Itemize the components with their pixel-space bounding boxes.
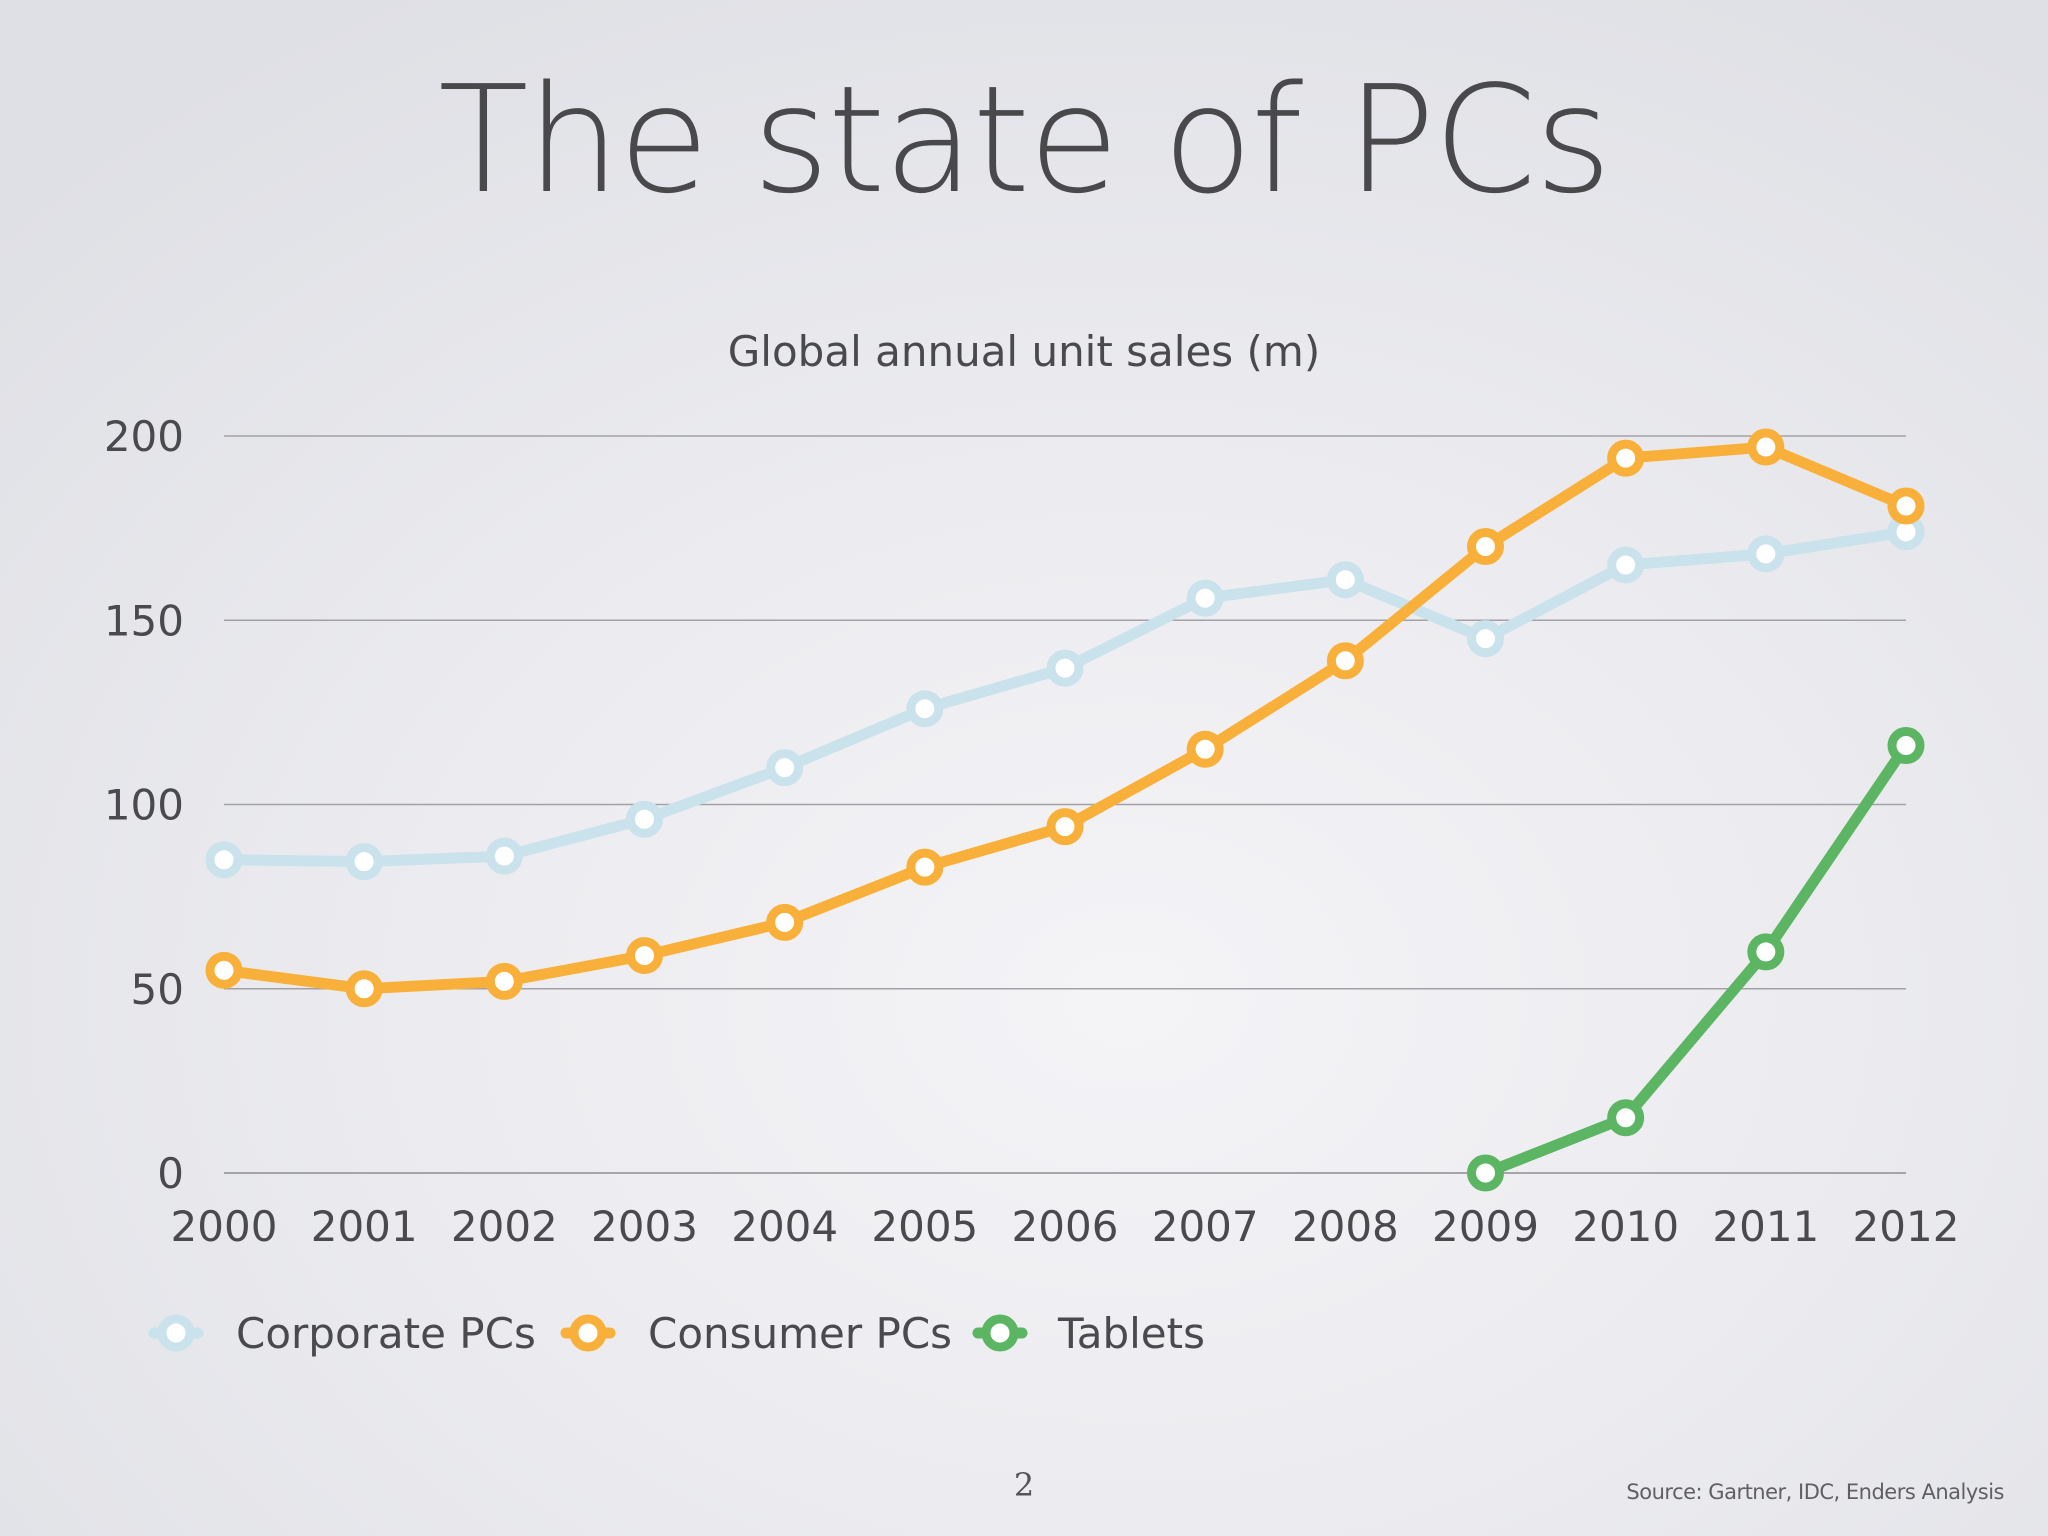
y-axis-labels: 0 50 100 150 200 xyxy=(104,412,184,1198)
data-point-corporate-pcs-2011 xyxy=(1747,535,1785,573)
data-point-consumer-pcs-2007 xyxy=(1186,730,1224,768)
series-consumer-pcs xyxy=(205,428,1925,1008)
x-tick-label: 2009 xyxy=(1432,1202,1539,1251)
data-point-corporate-pcs-2004 xyxy=(766,749,804,787)
data-point-consumer-pcs-2008 xyxy=(1326,642,1364,680)
series-line-consumer-pcs xyxy=(218,441,1912,995)
legend: Corporate PCs Consumer PCs Tablets xyxy=(148,1309,1205,1358)
legend-label: Corporate PCs xyxy=(236,1309,536,1358)
data-point-consumer-pcs-2000 xyxy=(205,951,243,989)
y-tick-label: 0 xyxy=(157,1149,184,1198)
y-tick-label: 200 xyxy=(104,412,184,461)
data-point-consumer-pcs-2006 xyxy=(1046,808,1084,846)
legend-marker xyxy=(569,1314,607,1352)
data-point-consumer-pcs-2005 xyxy=(906,848,944,886)
x-tick-label: 2006 xyxy=(1012,1202,1119,1251)
source-note: Source: Gartner, IDC, Enders Analysis xyxy=(1626,1480,2004,1504)
data-point-tablets-2009 xyxy=(1467,1154,1504,1192)
data-point-consumer-pcs-2002 xyxy=(485,962,523,1000)
legend-item-consumer-pcs: Consumer PCs xyxy=(560,1309,952,1358)
data-point-corporate-pcs-2008 xyxy=(1326,561,1364,599)
series-line-tablets xyxy=(1480,740,1912,1179)
data-point-tablets-2011 xyxy=(1747,933,1785,971)
x-tick-label: 2004 xyxy=(731,1202,838,1251)
x-tick-label: 2010 xyxy=(1572,1202,1679,1251)
legend-marker xyxy=(981,1314,1019,1352)
x-tick-label: 2012 xyxy=(1853,1202,1960,1251)
x-tick-label: 2008 xyxy=(1292,1202,1399,1251)
legend-item-tablets: Tablets xyxy=(972,1309,1205,1358)
data-point-consumer-pcs-2011 xyxy=(1747,428,1785,466)
y-tick-label: 100 xyxy=(104,781,184,830)
data-point-consumer-pcs-2001 xyxy=(345,970,383,1008)
x-tick-label: 2002 xyxy=(451,1202,558,1251)
chart-title: Global annual unit sales (m) xyxy=(728,327,1320,376)
data-point-corporate-pcs-2005 xyxy=(906,690,944,728)
x-tick-label: 2000 xyxy=(171,1202,278,1251)
data-point-consumer-pcs-2009 xyxy=(1467,528,1504,566)
slide-title: The state of PCs xyxy=(438,54,1612,226)
data-point-consumer-pcs-2003 xyxy=(626,937,663,975)
x-tick-label: 2005 xyxy=(871,1202,978,1251)
data-point-consumer-pcs-2010 xyxy=(1607,439,1645,477)
x-tick-label: 2007 xyxy=(1152,1202,1259,1251)
data-point-tablets-2010 xyxy=(1607,1099,1645,1137)
x-tick-label: 2011 xyxy=(1712,1202,1819,1251)
legend-label: Tablets xyxy=(1057,1309,1205,1358)
x-axis-labels: 2000 2001 2002 2003 2004 2005 2006 2007 2008 2009… xyxy=(171,1202,1960,1251)
data-point-corporate-pcs-2007 xyxy=(1186,579,1224,617)
legend-label: Consumer PCs xyxy=(648,1309,952,1358)
data-point-corporate-pcs-2003 xyxy=(626,800,663,838)
legend-marker xyxy=(157,1314,195,1352)
data-point-corporate-pcs-2001 xyxy=(345,843,383,881)
series-tablets xyxy=(1467,727,1925,1192)
page-number: 2 xyxy=(1013,1466,1035,1504)
data-point-corporate-pcs-2006 xyxy=(1046,649,1084,687)
y-tick-label: 150 xyxy=(104,596,184,645)
y-tick-label: 50 xyxy=(131,965,184,1014)
series-corporate-pcs xyxy=(205,513,1925,881)
data-point-corporate-pcs-2002 xyxy=(485,837,523,875)
data-point-tablets-2012 xyxy=(1887,727,1925,765)
legend-item-corporate-pcs: Corporate PCs xyxy=(148,1309,536,1358)
x-tick-label: 2001 xyxy=(311,1202,418,1251)
gridlines xyxy=(224,435,1906,1174)
data-point-corporate-pcs-2000 xyxy=(205,841,243,879)
data-point-consumer-pcs-2012 xyxy=(1887,487,1925,525)
data-point-corporate-pcs-2010 xyxy=(1607,546,1645,584)
data-point-consumer-pcs-2004 xyxy=(766,903,804,941)
x-tick-label: 2003 xyxy=(591,1202,698,1251)
data-point-corporate-pcs-2009 xyxy=(1467,620,1504,658)
series-lines xyxy=(205,428,1925,1192)
